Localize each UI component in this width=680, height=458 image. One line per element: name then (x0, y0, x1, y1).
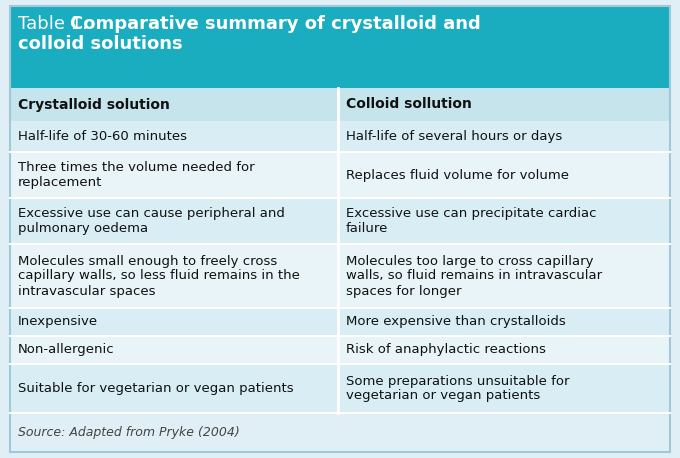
Text: Table 1.: Table 1. (18, 15, 94, 33)
Bar (10, 88, 338, 121)
Text: Source: Adapted from Pryke (2004): Source: Adapted from Pryke (2004) (18, 426, 240, 439)
Text: Colloid sollution: Colloid sollution (346, 98, 472, 111)
Bar (338, 88, 670, 121)
Text: Non-allergenic: Non-allergenic (18, 344, 115, 356)
Bar (338, 244, 670, 308)
Bar (10, 152, 338, 198)
Bar (338, 308, 670, 336)
Text: Crystalloid solution: Crystalloid solution (18, 98, 170, 111)
Text: Excessive use can precipitate cardiac
failure: Excessive use can precipitate cardiac fa… (346, 207, 596, 235)
Text: Risk of anaphylactic reactions: Risk of anaphylactic reactions (346, 344, 546, 356)
Text: Comparative summary of crystalloid and: Comparative summary of crystalloid and (70, 15, 481, 33)
Text: Inexpensive: Inexpensive (18, 316, 98, 328)
Text: Molecules small enough to freely cross
capillary walls, so less fluid remains in: Molecules small enough to freely cross c… (18, 255, 300, 298)
Bar (10, 336, 338, 364)
Bar (10, 6, 670, 88)
Bar (10, 364, 338, 413)
Text: More expensive than crystalloids: More expensive than crystalloids (346, 316, 566, 328)
Bar (338, 152, 670, 198)
Text: colloid solutions: colloid solutions (18, 35, 183, 53)
Text: Replaces fluid volume for volume: Replaces fluid volume for volume (346, 169, 569, 181)
Text: Excessive use can cause peripheral and
pulmonary oedema: Excessive use can cause peripheral and p… (18, 207, 285, 235)
Bar (10, 413, 670, 452)
Bar (10, 244, 338, 308)
Bar (10, 308, 338, 336)
Text: Molecules too large to cross capillary
walls, so fluid remains in intravascular
: Molecules too large to cross capillary w… (346, 255, 602, 298)
Text: Half-life of several hours or days: Half-life of several hours or days (346, 130, 562, 143)
Bar (10, 121, 338, 152)
Bar (338, 121, 670, 152)
Bar (338, 336, 670, 364)
Bar (10, 198, 338, 244)
Bar (338, 364, 670, 413)
Bar (338, 198, 670, 244)
Text: Half-life of 30-60 minutes: Half-life of 30-60 minutes (18, 130, 187, 143)
Text: Suitable for vegetarian or vegan patients: Suitable for vegetarian or vegan patient… (18, 382, 294, 395)
Text: Three times the volume needed for
replacement: Three times the volume needed for replac… (18, 161, 254, 189)
Text: Some preparations unsuitable for
vegetarian or vegan patients: Some preparations unsuitable for vegetar… (346, 375, 570, 403)
